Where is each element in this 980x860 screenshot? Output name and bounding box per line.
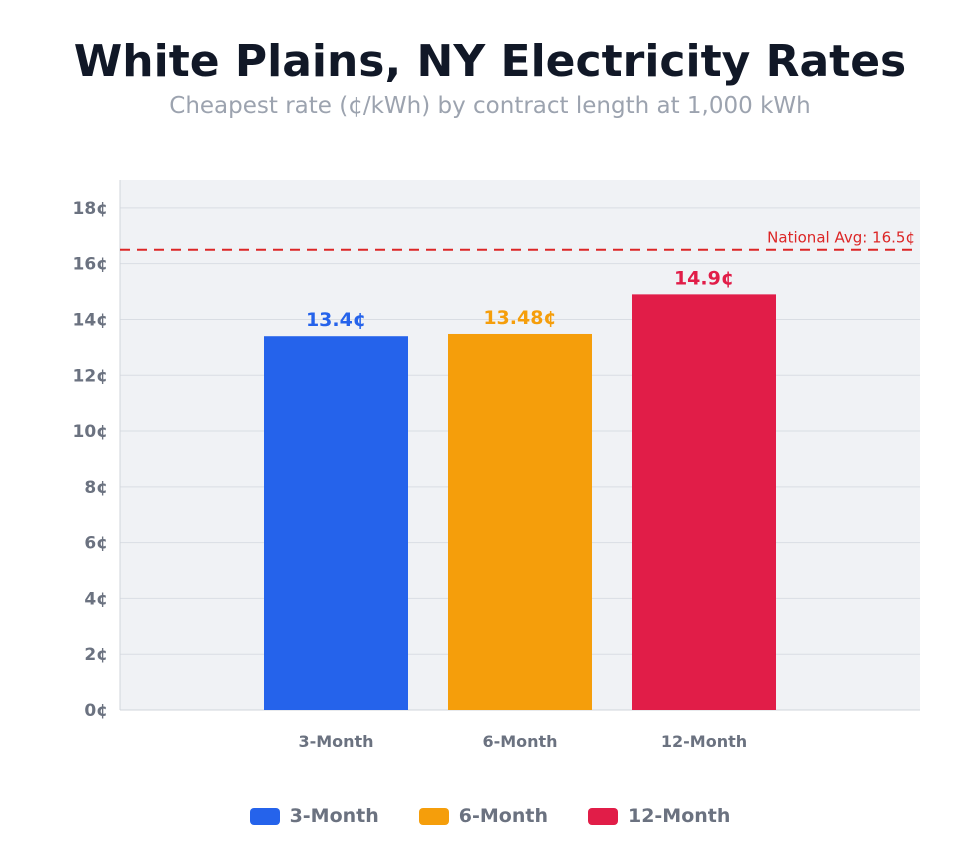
y-tick-label: 8¢ xyxy=(84,478,108,498)
legend: 3-Month 6-Month 12-Month xyxy=(0,805,980,827)
y-tick-label: 6¢ xyxy=(84,534,108,554)
x-tick-label: 12-Month xyxy=(661,732,747,751)
y-tick-label: 12¢ xyxy=(73,366,109,386)
x-tick-label: 3-Month xyxy=(298,732,373,751)
y-tick-label: 18¢ xyxy=(73,199,109,219)
y-tick-label: 2¢ xyxy=(84,645,108,665)
y-tick-label: 16¢ xyxy=(73,255,109,275)
legend-label: 3-Month xyxy=(289,805,379,827)
legend-item-3-month[interactable]: 3-Month xyxy=(249,805,379,827)
chart-subtitle: Cheapest rate (¢/kWh) by contract length… xyxy=(169,93,811,119)
legend-swatch xyxy=(418,807,449,825)
chart-title: White Plains, NY Electricity Rates xyxy=(73,36,907,87)
data-label: 13.48¢ xyxy=(483,307,556,329)
y-tick-label: 4¢ xyxy=(84,589,108,609)
bar-12-month xyxy=(632,294,776,710)
legend-label: 6-Month xyxy=(458,805,548,827)
data-label: 14.9¢ xyxy=(674,267,734,289)
data-label: 13.4¢ xyxy=(306,309,366,331)
bar-3-month xyxy=(264,336,408,710)
legend-item-6-month[interactable]: 6-Month xyxy=(418,805,548,827)
national-average-label: National Avg: 16.5¢ xyxy=(767,229,915,247)
legend-swatch xyxy=(249,807,280,825)
y-tick-label: 14¢ xyxy=(73,310,109,330)
y-tick-label: 10¢ xyxy=(73,422,109,442)
legend-item-12-month[interactable]: 12-Month xyxy=(587,805,731,827)
legend-swatch xyxy=(587,807,618,825)
x-tick-label: 6-Month xyxy=(482,732,557,751)
bar-6-month xyxy=(448,333,592,710)
y-tick-label: 0¢ xyxy=(84,701,108,721)
legend-label: 12-Month xyxy=(627,805,731,827)
